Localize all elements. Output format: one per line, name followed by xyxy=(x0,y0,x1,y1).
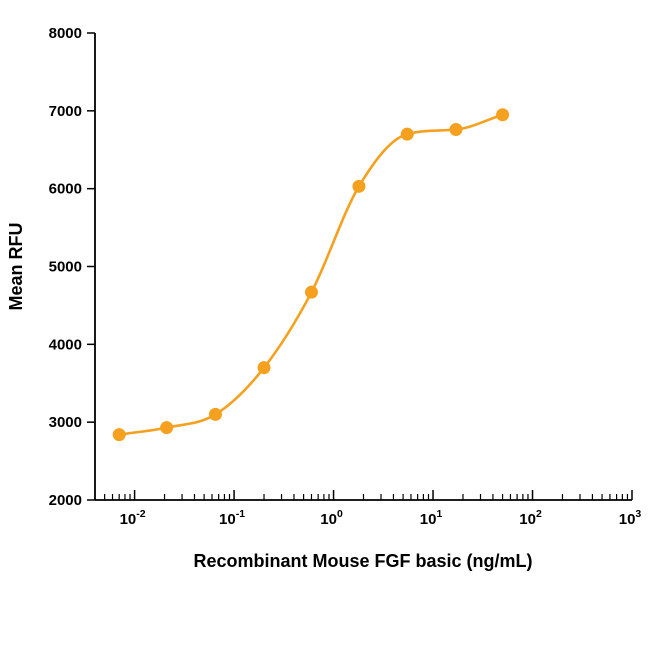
data-point xyxy=(208,407,222,421)
data-point xyxy=(160,421,174,435)
x-tick-label: 10-2 xyxy=(120,508,146,528)
data-point xyxy=(400,127,414,141)
data-point xyxy=(449,123,463,137)
x-tick-exponent: 3 xyxy=(635,508,641,520)
fitted-curve-line xyxy=(117,113,504,436)
x-tick-label: 10-1 xyxy=(219,508,245,528)
x-tick-label: 103 xyxy=(619,508,642,528)
x-tick-label: 102 xyxy=(519,508,542,528)
y-tick-label: 4000 xyxy=(49,336,82,353)
x-tick-exponent: 1 xyxy=(436,508,442,520)
data-points xyxy=(112,108,510,442)
x-tick-exponent: -1 xyxy=(236,508,245,520)
y-axis-ticks: 2000 3000 4000 5000 6000 7000 8000 xyxy=(49,25,95,509)
y-tick-label: 2000 xyxy=(49,492,82,509)
y-tick-label: 3000 xyxy=(49,414,82,431)
x-tick-exponent: 0 xyxy=(337,508,343,520)
x-tick-exponent: 2 xyxy=(536,508,542,520)
y-tick-label: 7000 xyxy=(49,103,82,120)
data-point xyxy=(112,428,126,442)
x-axis-minor-ticks xyxy=(104,494,629,500)
x-tick-exponent: -2 xyxy=(136,508,145,520)
x-tick-label: 101 xyxy=(420,508,443,528)
y-tick-label: 8000 xyxy=(49,25,82,42)
y-tick-label: 5000 xyxy=(49,259,82,276)
y-axis-label: Mean RFU xyxy=(6,222,26,310)
data-point xyxy=(257,361,271,375)
x-tick-label: 100 xyxy=(320,508,343,528)
data-point xyxy=(496,108,510,122)
data-point xyxy=(352,179,366,193)
x-axis-label: Recombinant Mouse FGF basic (ng/mL) xyxy=(193,551,532,571)
y-tick-label: 6000 xyxy=(49,181,82,198)
data-point xyxy=(304,285,318,299)
